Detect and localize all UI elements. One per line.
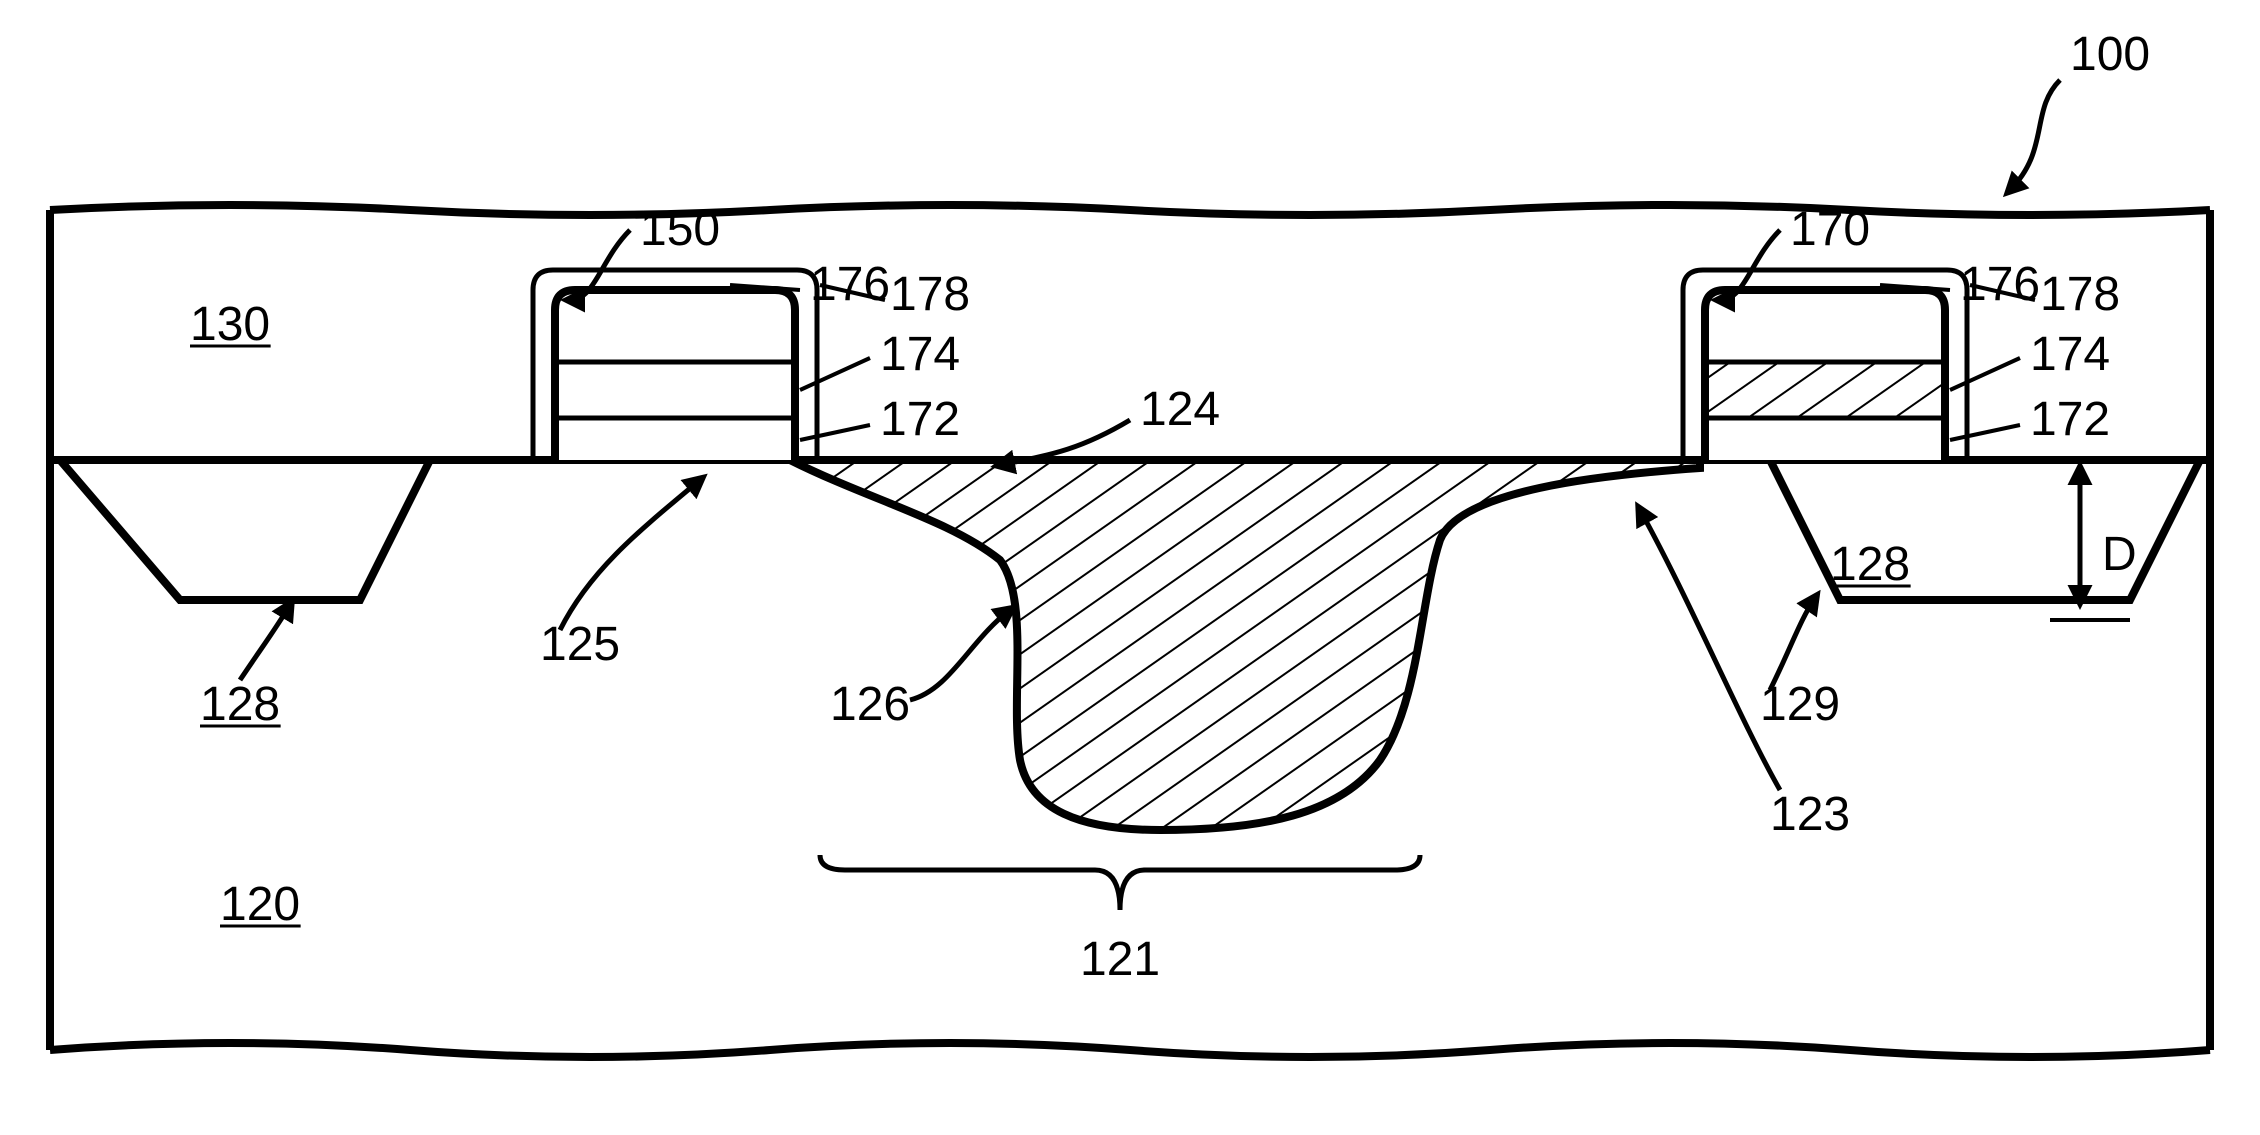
label-r174: 174 (2030, 328, 2110, 381)
label-l121: 121 (1080, 933, 1160, 986)
diagram-canvas: 1001301201501701761781741721761781741721… (0, 0, 2260, 1135)
label-l126: 126 (830, 678, 910, 731)
leader-125 (560, 480, 700, 630)
label-lD: D (2102, 528, 2137, 581)
outer-bottom (50, 1043, 2210, 1057)
leader-r172 (1950, 425, 2020, 440)
leader-123 (1640, 510, 1780, 790)
leader-129 (1770, 598, 1815, 690)
label-l172: 172 (880, 393, 960, 446)
leader-l172 (800, 425, 870, 440)
label-l178: 178 (890, 268, 970, 321)
label-l128l: 128 (200, 678, 280, 731)
label-left_stack: 150 (640, 203, 720, 256)
label-l174: 174 (880, 328, 960, 381)
label-region_120: 120 (220, 878, 300, 931)
doped-region-126 (790, 460, 1700, 830)
label-r178: 178 (2040, 268, 2120, 321)
label-assembly: 100 (2070, 28, 2150, 81)
brace-121 (820, 855, 1420, 910)
label-l124: 124 (1140, 383, 1220, 436)
label-region_130: 130 (190, 298, 270, 351)
leader-l174 (800, 358, 870, 390)
label-l128r: 128 (1830, 538, 1910, 591)
stack-170-hatched-layer (1705, 362, 1945, 418)
leader-100 (2010, 80, 2060, 190)
outer-top (50, 205, 2210, 215)
label-l176: 176 (810, 258, 890, 311)
isolation-trench (60, 460, 430, 600)
label-r172: 172 (2030, 393, 2110, 446)
label-l125: 125 (540, 618, 620, 671)
stack-150-body (555, 290, 795, 460)
label-right_stack: 170 (1790, 203, 1870, 256)
leader-r174 (1950, 358, 2020, 390)
label-l129: 129 (1760, 678, 1840, 731)
label-l123: 123 (1770, 788, 1850, 841)
leader-128l (240, 605, 290, 680)
leader-126 (910, 610, 1010, 700)
label-r176: 176 (1960, 258, 2040, 311)
